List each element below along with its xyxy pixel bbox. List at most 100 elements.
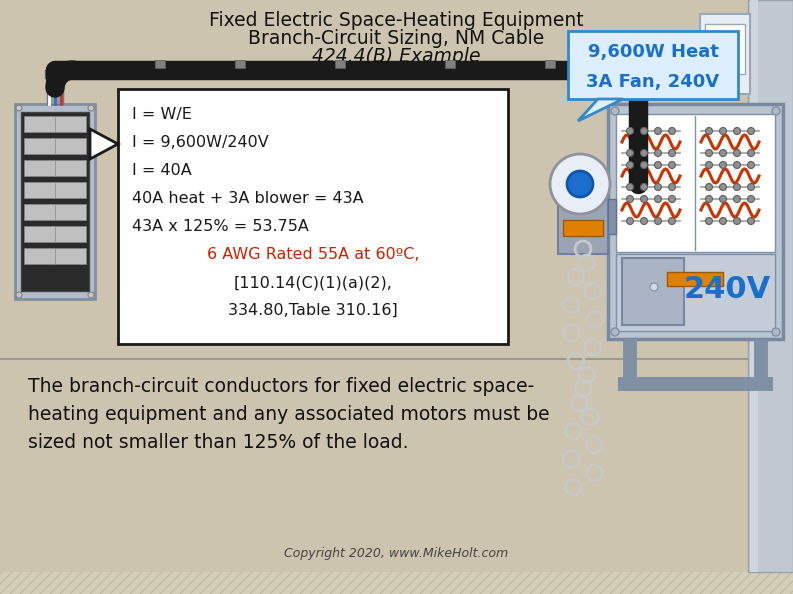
Bar: [608, 199, 616, 234]
Bar: [15, 104, 95, 299]
Circle shape: [626, 128, 634, 134]
Circle shape: [641, 150, 648, 156]
Text: The branch-circuit conductors for fixed electric space-: The branch-circuit conductors for fixed …: [28, 377, 534, 396]
Circle shape: [668, 184, 676, 191]
Circle shape: [654, 162, 661, 169]
Circle shape: [641, 162, 648, 169]
Bar: [118, 89, 508, 344]
Circle shape: [734, 184, 741, 191]
Circle shape: [626, 217, 634, 225]
Circle shape: [641, 195, 648, 203]
Bar: [563, 220, 603, 236]
Bar: [622, 258, 684, 325]
Circle shape: [641, 128, 648, 134]
Circle shape: [734, 162, 741, 169]
Circle shape: [719, 150, 726, 156]
Bar: [445, 60, 455, 68]
Circle shape: [706, 217, 712, 225]
Bar: [47, 86, 63, 104]
Text: 9,600W Heat: 9,600W Heat: [588, 43, 718, 61]
Circle shape: [626, 195, 634, 203]
Bar: [45, 70, 65, 78]
Circle shape: [611, 107, 619, 115]
Bar: [24, 116, 86, 132]
Polygon shape: [578, 99, 623, 121]
Text: Fixed Electric Space-Heating Equipment: Fixed Electric Space-Heating Equipment: [209, 11, 584, 30]
Circle shape: [88, 105, 94, 111]
Circle shape: [654, 150, 661, 156]
Circle shape: [719, 128, 726, 134]
Bar: [608, 104, 783, 339]
Circle shape: [550, 154, 610, 214]
Circle shape: [650, 283, 658, 291]
Bar: [24, 182, 86, 198]
Circle shape: [706, 162, 712, 169]
Circle shape: [706, 184, 712, 191]
Circle shape: [772, 328, 780, 336]
Circle shape: [748, 128, 754, 134]
Bar: [558, 176, 608, 254]
Bar: [24, 226, 86, 242]
Circle shape: [748, 217, 754, 225]
Bar: [616, 254, 775, 331]
Circle shape: [734, 195, 741, 203]
Circle shape: [641, 184, 648, 191]
Circle shape: [772, 107, 780, 115]
Bar: [155, 60, 165, 68]
Circle shape: [748, 150, 754, 156]
Bar: [235, 60, 245, 68]
Bar: [24, 248, 86, 264]
Circle shape: [734, 150, 741, 156]
Circle shape: [706, 128, 712, 134]
Circle shape: [668, 150, 676, 156]
Circle shape: [719, 217, 726, 225]
Circle shape: [706, 150, 712, 156]
Text: heating equipment and any associated motors must be: heating equipment and any associated mot…: [28, 405, 550, 424]
Circle shape: [654, 217, 661, 225]
Circle shape: [719, 184, 726, 191]
Circle shape: [668, 217, 676, 225]
Circle shape: [16, 292, 22, 298]
Bar: [667, 272, 723, 286]
Circle shape: [611, 328, 619, 336]
Circle shape: [748, 184, 754, 191]
Text: I = W/E: I = W/E: [132, 107, 192, 122]
Text: 334.80,Table 310.16]: 334.80,Table 310.16]: [228, 303, 398, 318]
Circle shape: [567, 171, 593, 197]
Text: Copyright 2020, www.MikeHolt.com: Copyright 2020, www.MikeHolt.com: [284, 548, 508, 561]
Bar: [0, 572, 793, 594]
Text: 240V: 240V: [684, 274, 771, 304]
Circle shape: [654, 184, 661, 191]
Bar: [750, 0, 758, 572]
Circle shape: [668, 195, 676, 203]
Circle shape: [626, 150, 634, 156]
Text: I = 40A: I = 40A: [132, 163, 192, 178]
Circle shape: [626, 184, 634, 191]
Circle shape: [668, 128, 676, 134]
Text: 43A x 125% = 53.75A: 43A x 125% = 53.75A: [132, 219, 309, 234]
Bar: [24, 138, 86, 154]
Bar: [24, 204, 86, 220]
Text: sized not smaller than 125% of the load.: sized not smaller than 125% of the load.: [28, 433, 408, 452]
Circle shape: [654, 128, 661, 134]
Circle shape: [16, 105, 22, 111]
Text: 3A Fan, 240V: 3A Fan, 240V: [587, 73, 719, 91]
Bar: [568, 31, 738, 99]
Text: I = 9,600W/240V: I = 9,600W/240V: [132, 135, 269, 150]
Bar: [24, 160, 86, 176]
Bar: [545, 60, 555, 68]
Circle shape: [626, 162, 634, 169]
Circle shape: [88, 292, 94, 298]
Circle shape: [748, 162, 754, 169]
Circle shape: [719, 195, 726, 203]
Bar: [21, 112, 89, 291]
Text: 424.4(B) Example: 424.4(B) Example: [312, 47, 481, 66]
Bar: [335, 60, 345, 68]
Text: [110.14(C)(1)(a)(2),: [110.14(C)(1)(a)(2),: [234, 275, 393, 290]
Circle shape: [706, 195, 712, 203]
Circle shape: [654, 195, 661, 203]
Bar: [616, 114, 775, 252]
Circle shape: [734, 217, 741, 225]
Bar: [705, 24, 745, 74]
Text: 40A heat + 3A blower = 43A: 40A heat + 3A blower = 43A: [132, 191, 364, 206]
